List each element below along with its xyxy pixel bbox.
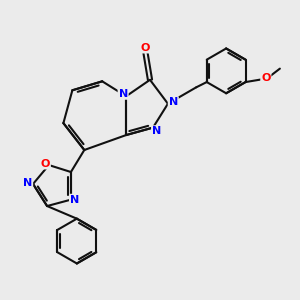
Text: O: O	[141, 43, 150, 52]
Text: N: N	[70, 195, 79, 205]
Text: O: O	[261, 74, 271, 83]
Text: N: N	[23, 178, 32, 188]
Text: N: N	[118, 89, 128, 99]
Text: O: O	[40, 159, 50, 169]
Text: N: N	[152, 126, 161, 136]
Text: N: N	[169, 97, 178, 107]
